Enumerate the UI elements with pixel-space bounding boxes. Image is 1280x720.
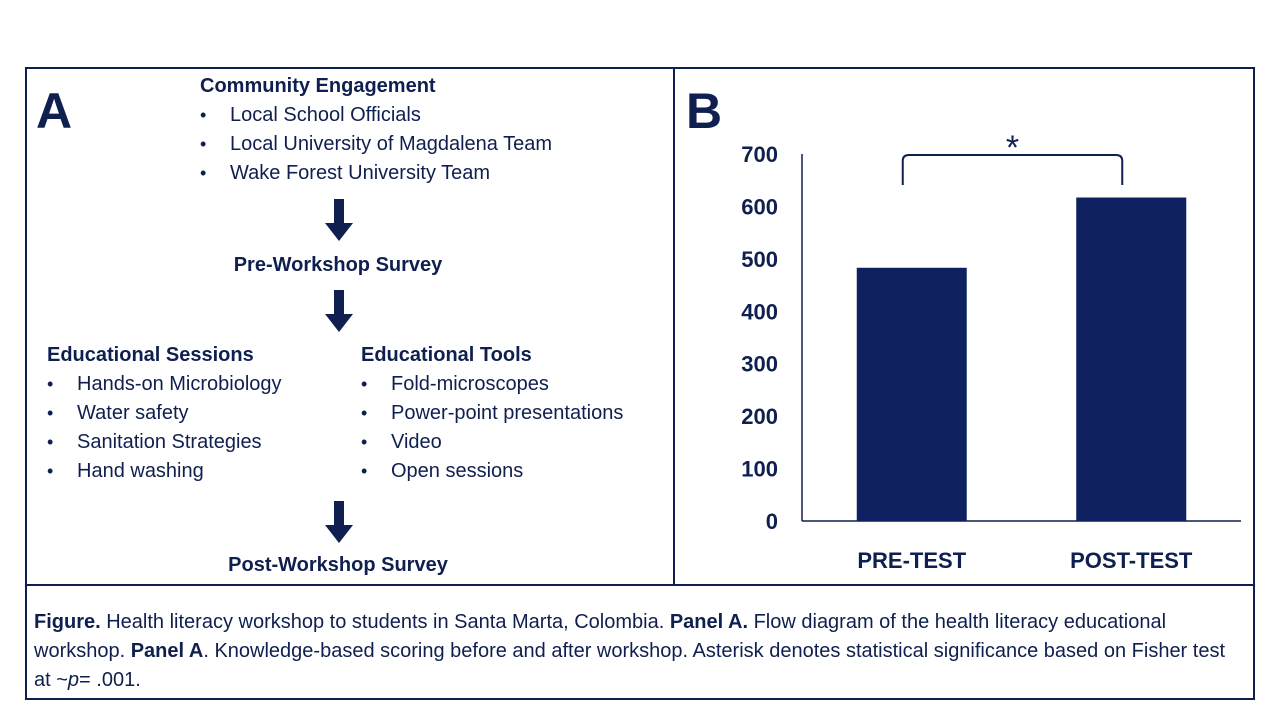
figure-caption: Figure. Health literacy workshop to stud… [34, 608, 1244, 695]
y-tick-label: 700 [741, 142, 778, 167]
caption-panel-label: Panel A [130, 640, 204, 662]
list-item: Sanitation Strategies [47, 428, 282, 457]
panel-a-letter: A [36, 83, 73, 139]
list-item: Wake Forest University Team [200, 159, 552, 188]
caption-text: . Knowledge-based scoring before and aft… [34, 640, 1226, 691]
down-arrow-icon [325, 290, 353, 332]
significance-asterisk: * [1006, 129, 1019, 167]
list-item: Water safety [47, 399, 282, 428]
caption-text: Flow diagram of the health literacy educ… [34, 611, 1167, 662]
community-engagement-title: Community Engagement [200, 75, 436, 97]
y-tick-label: 200 [741, 404, 778, 429]
list-item: Local University of Magdalena Team [200, 130, 552, 159]
panel-divider-vertical [673, 67, 675, 586]
educational-tools-list: Fold-microscopes Power-point presentatio… [361, 370, 623, 486]
caption-panel-label: Panel A. [669, 611, 749, 633]
list-item: Open sessions [361, 457, 623, 486]
community-engagement-list: Local School Officials Local University … [200, 101, 552, 188]
post-workshop-survey: Post-Workshop Survey [228, 554, 448, 576]
significance-bracket: * [901, 129, 1124, 185]
bar [1076, 197, 1187, 521]
caption-divider [25, 584, 1255, 586]
y-tick-label: 100 [741, 457, 778, 482]
list-item: Fold-microscopes [361, 370, 623, 399]
y-tick-labels: 0 100 200 300 400 500 600 700 [741, 142, 778, 534]
list-item: Power-point presentations [361, 399, 623, 428]
list-item: Hand washing [47, 457, 282, 486]
caption-figure-label: Figure. [34, 611, 101, 633]
y-tick-label: 600 [741, 194, 778, 219]
bars [856, 197, 1187, 521]
pre-workshop-survey: Pre-Workshop Survey [233, 254, 443, 276]
y-tick-label: 300 [741, 352, 778, 377]
educational-tools-title: Educational Tools [361, 344, 532, 366]
bar-chart: 0 100 200 300 400 500 600 700 PRE-TEST POST-TEST… [741, 129, 1241, 573]
x-tick-label: POST-TEST [1070, 548, 1193, 573]
down-arrow-icon [325, 199, 353, 241]
panel-b-letter: B [686, 83, 723, 139]
list-item: Video [361, 428, 623, 457]
significance-bracket-line [901, 154, 1124, 185]
down-arrow-icon [325, 501, 353, 543]
caption-text: = .001. [79, 669, 141, 691]
y-tick-label: 400 [741, 299, 778, 324]
x-tick-label: PRE-TEST [857, 548, 966, 573]
list-item: Local School Officials [200, 101, 552, 130]
educational-sessions-list: Hands-on Microbiology Water safety Sanit… [47, 370, 282, 486]
figure-frame [25, 67, 1255, 700]
caption-p-symbol: p [67, 669, 80, 691]
list-item: Hands-on Microbiology [47, 370, 282, 399]
y-tick-label: 0 [766, 509, 778, 534]
x-tick-labels: PRE-TEST POST-TEST [857, 548, 1193, 573]
y-tick-label: 500 [741, 247, 778, 272]
caption-text: Health literacy workshop to students in … [100, 611, 670, 633]
bar [856, 267, 967, 521]
educational-sessions-title: Educational Sessions [47, 344, 254, 366]
